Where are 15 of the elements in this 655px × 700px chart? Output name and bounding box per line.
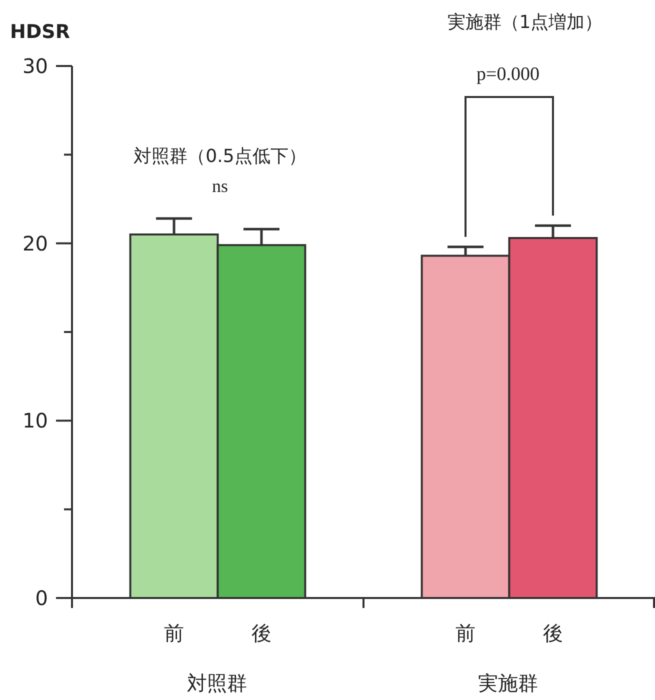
x-tick-label: 前: [456, 621, 476, 645]
y-axis-title: HDSR: [10, 21, 70, 43]
y-tick-label: 20: [22, 231, 48, 256]
text: 実施群: [478, 671, 538, 695]
x-tick-label: 前: [164, 621, 184, 645]
annotation: 対照群（0.5点低下）: [134, 146, 306, 167]
x-tick-label: 後: [251, 621, 272, 645]
y-tick-label: 30: [22, 54, 48, 78]
y-tick-label: 0: [35, 586, 48, 610]
annotation: p=0.000: [476, 64, 540, 85]
text: 実施群（1点増加）: [447, 12, 603, 33]
text: 対照群: [187, 671, 247, 695]
y-tick-label: 10: [22, 408, 48, 433]
x-tick-label: 後: [542, 621, 563, 645]
annotation: ns: [212, 176, 228, 196]
